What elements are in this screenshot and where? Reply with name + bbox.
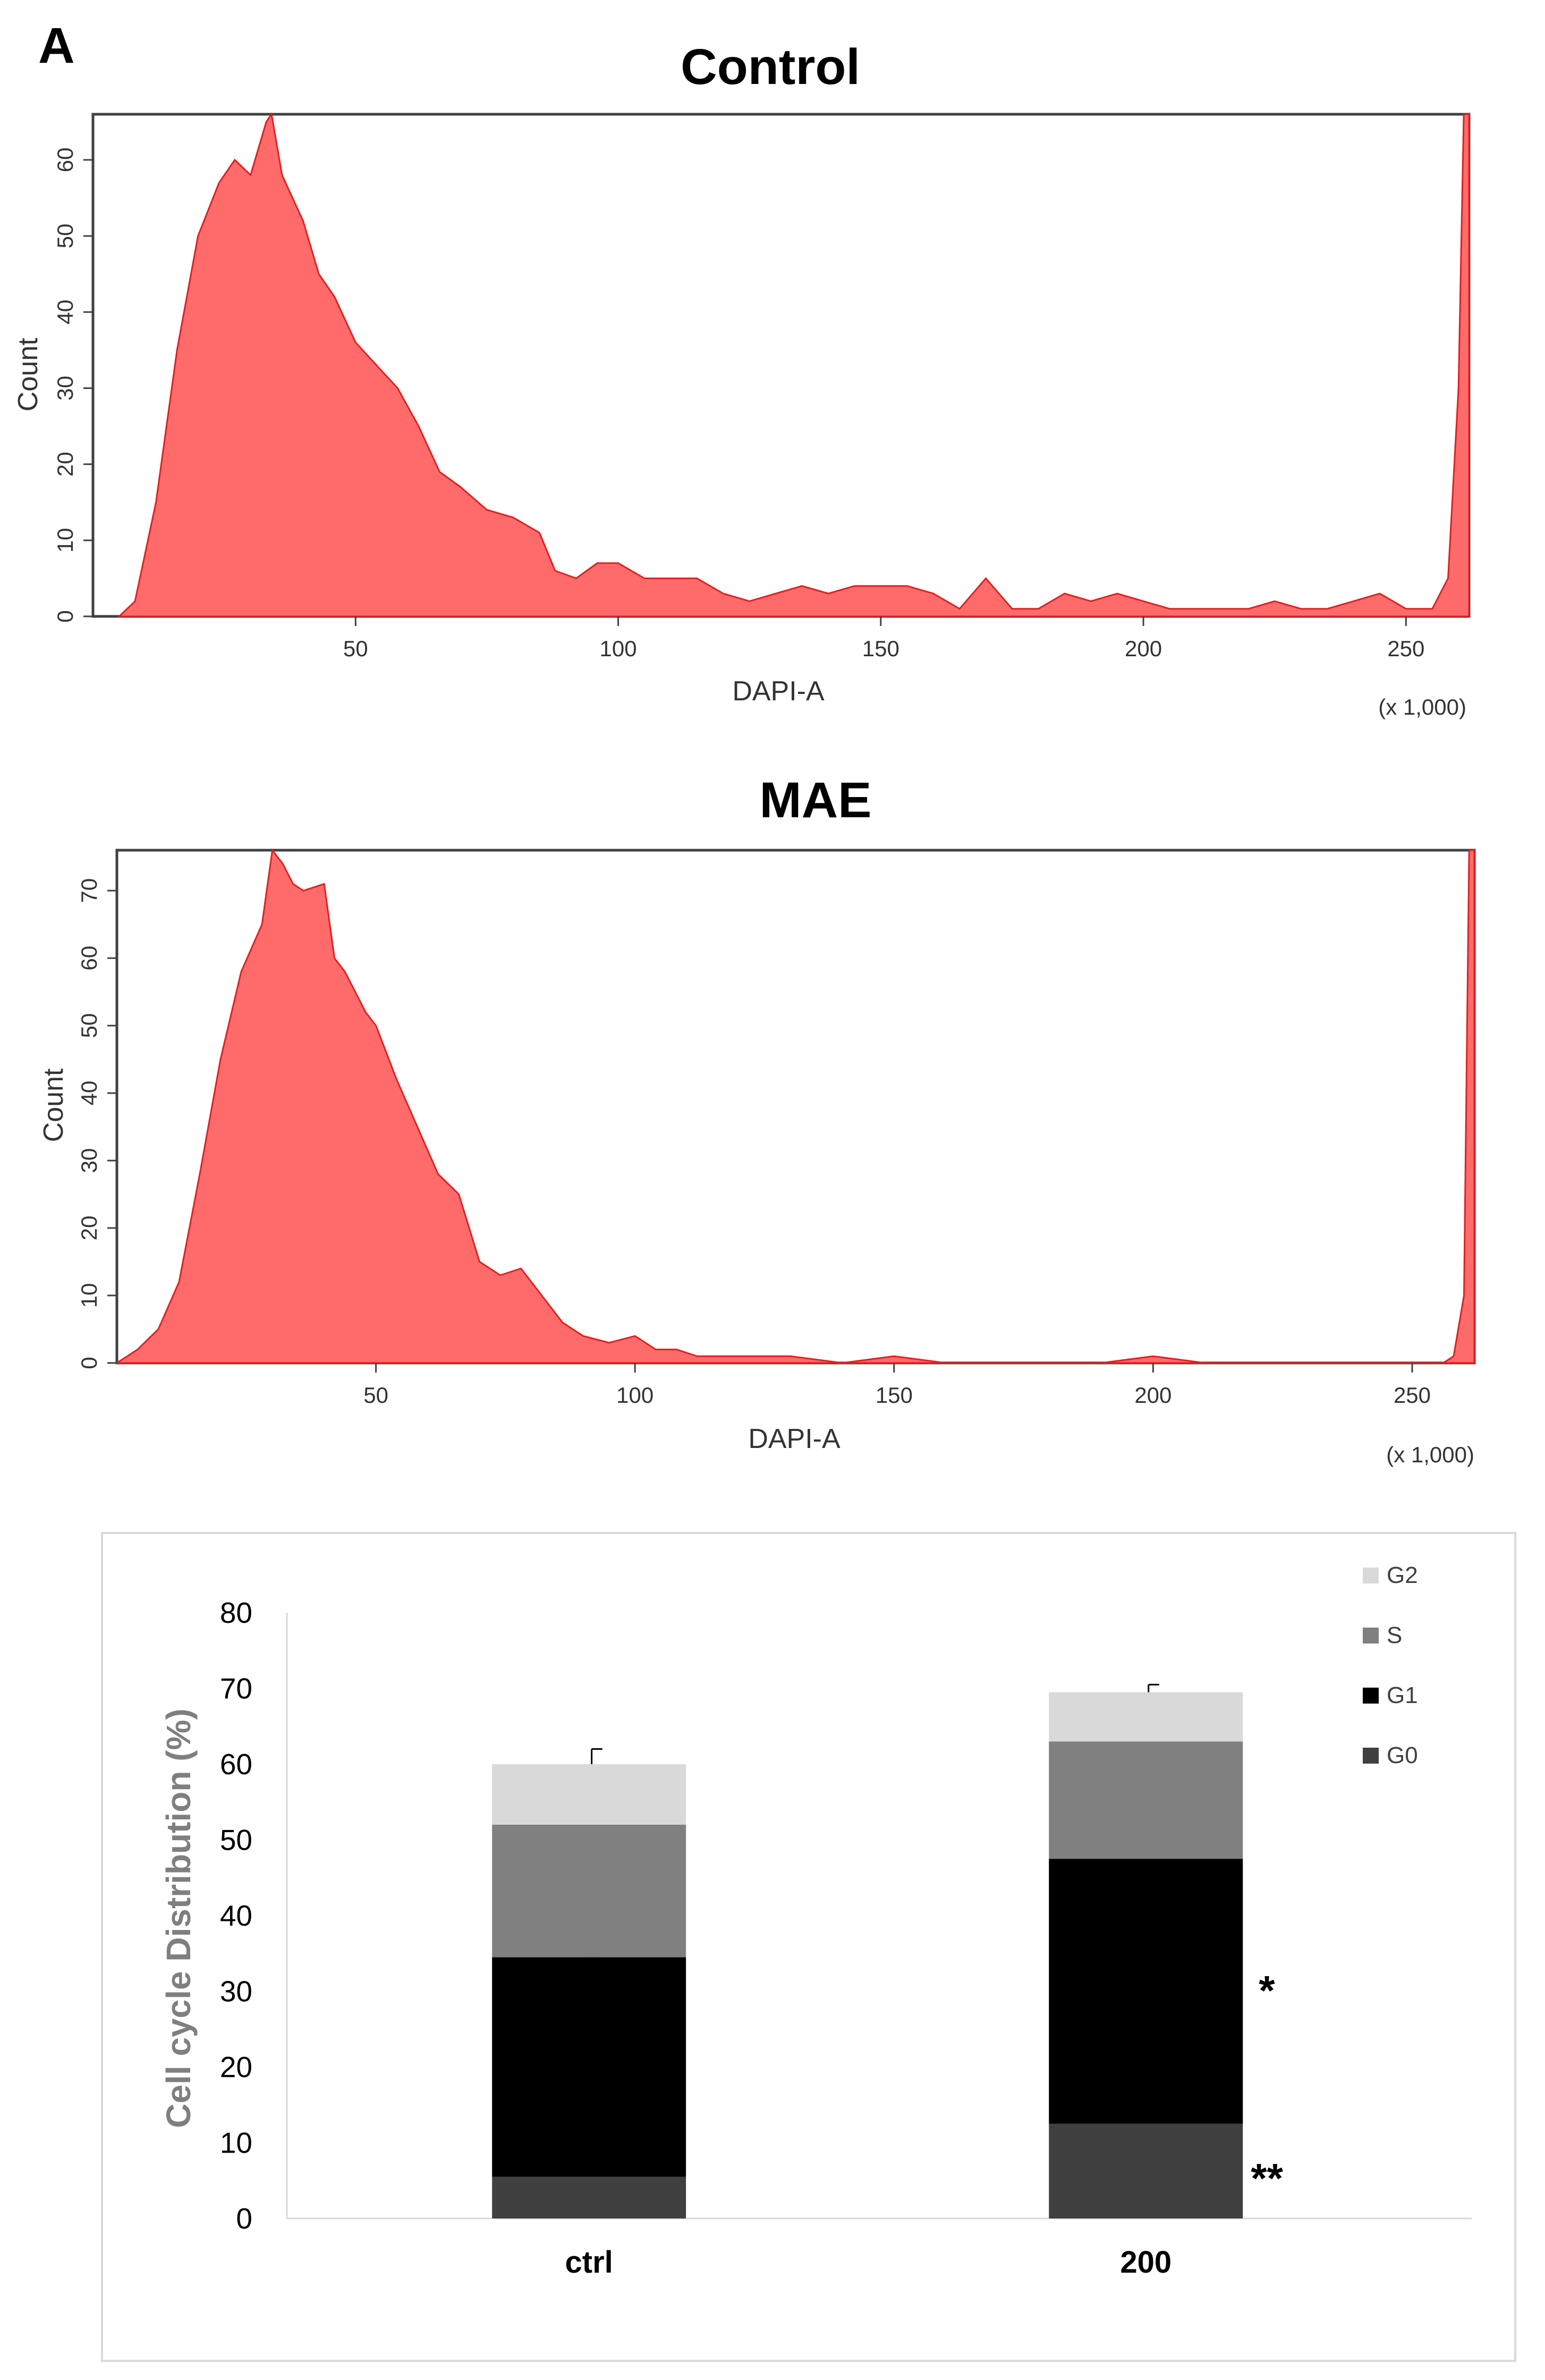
control-x-scale-note: (x 1,000) <box>1378 694 1466 719</box>
bar-segment-g2-200 <box>1049 1692 1243 1742</box>
mae-histogram-title: MAE <box>759 772 871 828</box>
control-x-axis-label: DAPI-A <box>732 676 825 707</box>
mae-y-tick-label: 10 <box>77 1283 101 1308</box>
bar-chart-y-tick-label: 0 <box>236 2202 252 2235</box>
mae-x-scale-note: (x 1,000) <box>1386 1442 1474 1467</box>
control-y-tick-label: 50 <box>53 224 78 249</box>
bar-chart-y-tick-label: 30 <box>220 1975 252 2008</box>
mae-histogram: MAE 50 100 150 200 250 0 10 20 30 40 50 60 70 DAPI-A… <box>38 772 1476 1467</box>
control-x-tick-label: 150 <box>862 636 899 661</box>
legend-label-g0: G0 <box>1387 1742 1418 1768</box>
legend-swatch-g0 <box>1363 1748 1379 1764</box>
mae-y-tick-label: 40 <box>77 1081 101 1106</box>
legend-swatch-s <box>1363 1628 1379 1644</box>
mae-y-tick-label: 50 <box>77 1013 101 1038</box>
control-x-tick-label: 200 <box>1125 636 1162 661</box>
bar-chart-y-tick-label: 70 <box>220 1672 252 1705</box>
bar-segment-g2-ctrl <box>492 1764 686 1825</box>
mae-y-tick-label: 60 <box>77 946 101 971</box>
mae-histogram-area <box>114 848 1475 1364</box>
control-x-tick-label: 250 <box>1387 636 1424 661</box>
legend-swatch-g2 <box>1363 1568 1379 1583</box>
bar-chart-y-tick-label: 60 <box>220 1748 252 1781</box>
bar-chart-legend: G2 S G1 G0 <box>1363 1562 1418 1768</box>
control-x-tick-label: 100 <box>600 636 637 661</box>
control-histogram-title: Control <box>681 39 860 95</box>
mae-x-axis-label: DAPI-A <box>748 1424 841 1454</box>
bar-chart-category-label: 200 <box>1120 2245 1172 2280</box>
mae-y-tick-label: 20 <box>77 1216 101 1241</box>
bar-chart-y-tick-label: 50 <box>220 1824 252 1857</box>
control-histogram: Control 50 100 150 200 250 0 10 20 30 40 50 60 DAPI… <box>13 39 1471 719</box>
bar-chart-y-tick-label: 40 <box>220 1899 252 1932</box>
mae-x-tick-label: 50 <box>363 1383 388 1408</box>
control-y-tick-label: 10 <box>53 528 78 553</box>
control-histogram-area <box>117 112 1470 617</box>
control-y-tick-label: 30 <box>53 376 78 401</box>
control-x-tick-label: 50 <box>343 636 368 661</box>
control-y-tick-label: 40 <box>53 300 78 325</box>
cell-cycle-bar-chart: Cell cycle Distribution (%) 0 10 20 30 40 50 6… <box>101 1532 1516 2362</box>
mae-y-tick-label: 30 <box>77 1148 101 1173</box>
legend-swatch-g1 <box>1363 1688 1379 1704</box>
control-y-tick-label: 0 <box>53 610 78 622</box>
bar-segment-g1-200 <box>1049 1859 1243 2124</box>
control-y-tick-label: 20 <box>53 452 78 477</box>
mae-y-tick-label: 0 <box>77 1357 101 1369</box>
mae-x-tick-label: 200 <box>1134 1383 1172 1408</box>
mae-x-tick-label: 100 <box>616 1383 653 1408</box>
bar-segment-g0-200 <box>1049 2123 1243 2218</box>
mae-x-tick-label: 250 <box>1394 1383 1431 1408</box>
panel-label: A <box>38 18 75 74</box>
bar-segment-s-200 <box>1049 1741 1243 1859</box>
bar-chart-category-label: ctrl <box>565 2245 613 2280</box>
control-y-axis-label: Count <box>13 337 44 411</box>
control-y-tick-label: 60 <box>53 148 78 173</box>
bar-segment-g1-ctrl <box>492 1957 686 2177</box>
legend-label-g1: G1 <box>1387 1682 1418 1708</box>
bar-chart-y-tick-label: 80 <box>220 1596 252 1629</box>
mae-y-tick-label: 70 <box>77 878 101 903</box>
bar-chart-frame <box>101 1532 1516 2362</box>
significance-marker: ** <box>1251 2155 1283 2201</box>
mae-y-axis-label: Count <box>38 1068 69 1142</box>
bar-chart-y-axis-label: Cell cycle Distribution (%) <box>159 1708 198 2128</box>
mae-x-tick-label: 150 <box>876 1383 913 1408</box>
bar-segment-g0-ctrl <box>492 2176 686 2218</box>
bar-chart-y-tick-label: 10 <box>220 2127 252 2159</box>
bar-segment-s-ctrl <box>492 1825 686 1958</box>
legend-label-g2: G2 <box>1387 1562 1418 1588</box>
significance-marker: * <box>1259 1967 1275 2014</box>
bar-chart-y-tick-label: 20 <box>220 2051 252 2083</box>
legend-label-s: S <box>1387 1622 1402 1648</box>
